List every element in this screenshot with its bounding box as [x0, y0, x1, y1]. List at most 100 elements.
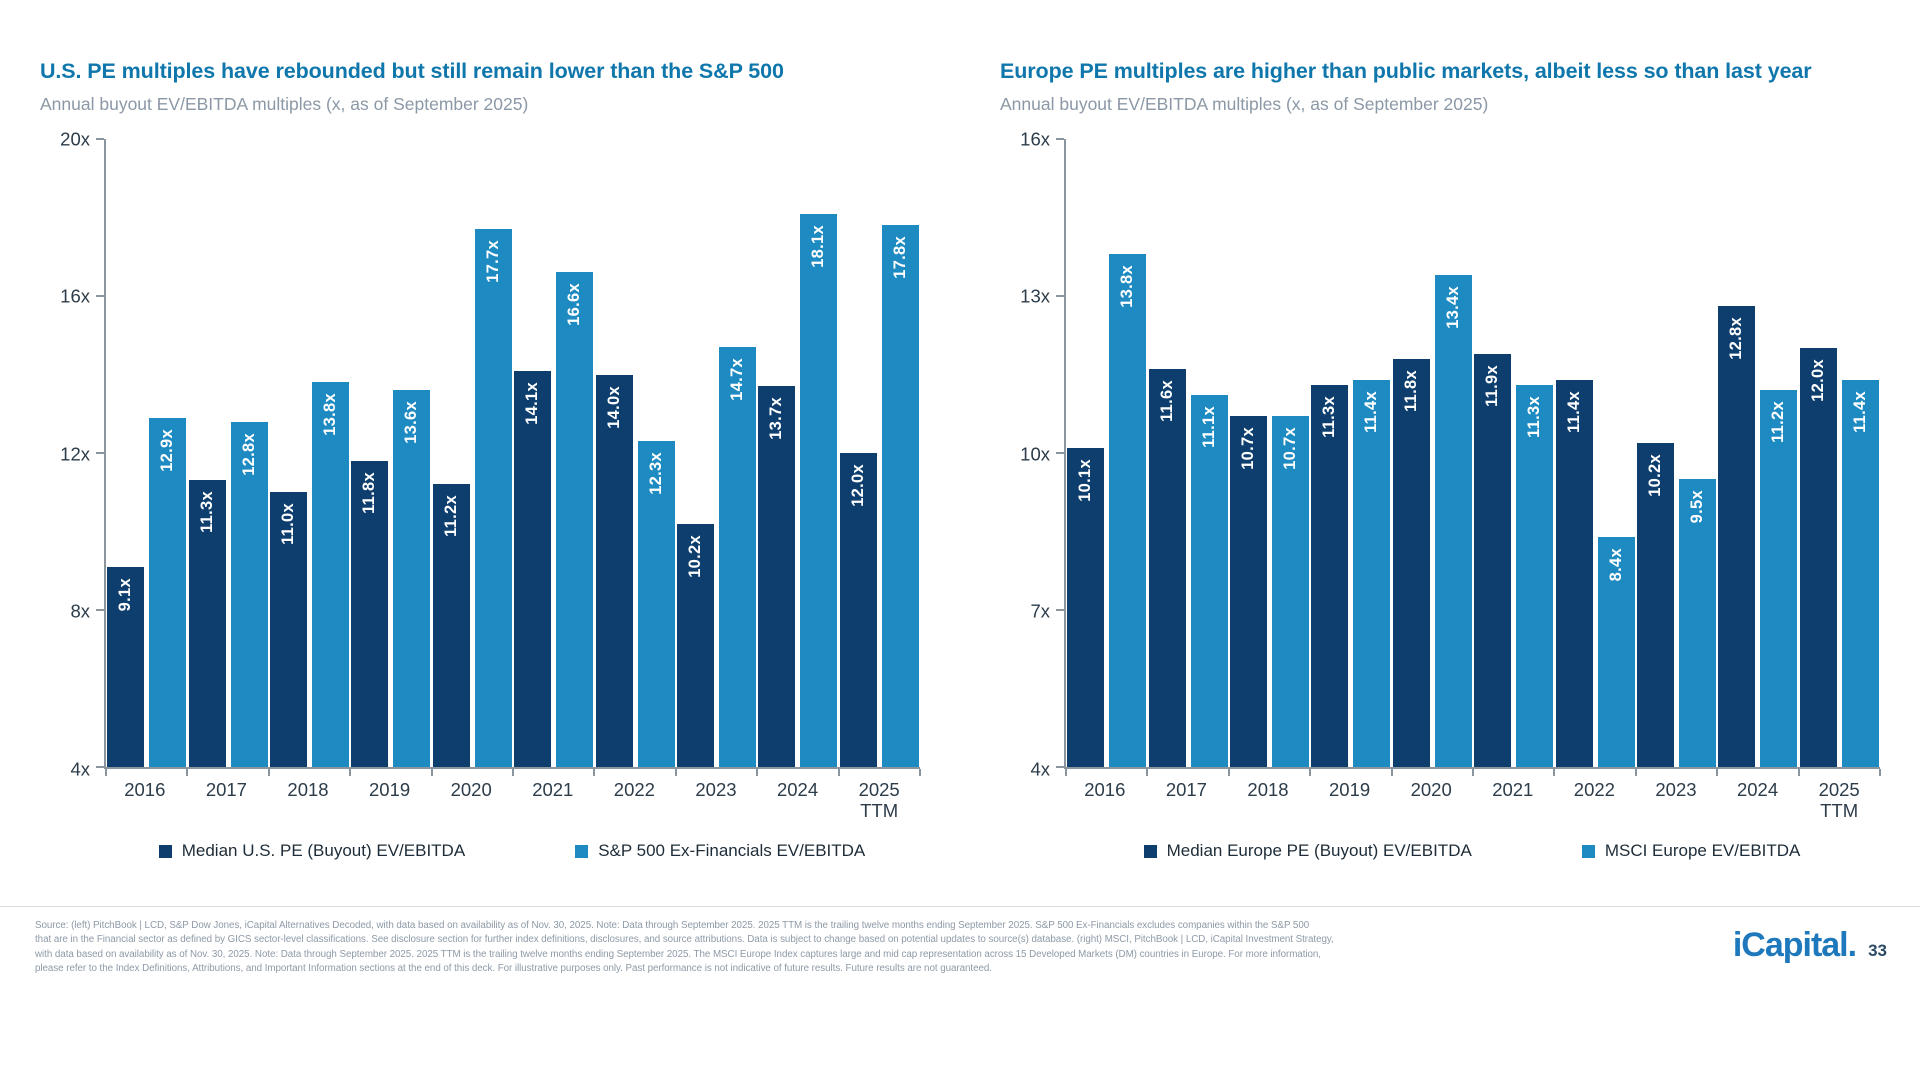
series1-bar: 10.2x — [1637, 442, 1675, 767]
x-axis-category-label: 2024 — [1736, 779, 1779, 800]
legend-entry: Median Europe PE (Buyout) EV/EBITDA — [1143, 841, 1472, 861]
bar-value-label: 13.8x — [321, 393, 340, 437]
bar-value-label: 11.4x — [1362, 390, 1381, 433]
bar-group: 11.8x 13.4x — [1392, 139, 1473, 767]
x-axis-category-label: 2019 — [1329, 779, 1371, 800]
bar-value-label: 13.4x — [1443, 286, 1462, 329]
source-note-line: please refer to the Index Definitions, A… — [35, 963, 992, 975]
series2-bar: 11.3x — [1516, 384, 1554, 767]
bar-value-label: 10.2x — [686, 534, 705, 578]
x-tick-mark — [267, 769, 270, 776]
bar-value-label: 17.7x — [483, 240, 502, 284]
x-tick-mark — [837, 769, 840, 776]
series2-bar: 13.4x — [1434, 275, 1472, 767]
series2-bar: 13.8x — [1109, 254, 1147, 767]
bar-value-label: 14.0x — [604, 385, 623, 429]
bar-value-label: 12.0x — [1808, 359, 1827, 403]
icapital-logo: iCapital. — [1732, 926, 1857, 964]
x-axis-category-label: 2021 — [532, 779, 574, 800]
series2-bar: 16.6x — [556, 272, 594, 767]
x-axis-labels: 2016 2017 2018 2019 2020 2021 2022 2023 2024 2025… — [104, 779, 920, 821]
x-tick-mark — [430, 769, 433, 776]
bar-value-label: 17.8x — [890, 236, 909, 280]
x-tick-mark — [1065, 769, 1067, 776]
legend-swatch-icon — [1581, 844, 1595, 858]
x-axis-category-label: 2022 — [1573, 779, 1615, 800]
x-axis-labels: 2016 2017 2018 2019 2020 2021 2022 2023 2024 2025… — [1064, 779, 1880, 821]
x-tick-mark — [512, 769, 514, 776]
plot-area: 10.1x 13.8x 11.6x 11.1x 10.7x 10.7x 11.3x 11.4x… — [1056, 138, 1881, 776]
bar-value-label: 11.2x — [1769, 401, 1788, 444]
x-axis-category-label: 2023 — [1655, 779, 1697, 800]
legend: Median U.S. PE (Buyout) EV/EBITDA S&P 500… — [104, 841, 920, 861]
bar-group: 11.8x 13.6x — [350, 139, 431, 767]
y-tick-label: 13x — [1020, 285, 1050, 307]
bar-value-label: 11.1x — [1199, 406, 1218, 449]
x-tick-mark — [919, 769, 921, 776]
x-tick-mark — [1146, 769, 1149, 776]
legend-entry: Median U.S. PE (Buyout) EV/EBITDA — [158, 841, 466, 861]
series1-bar: 11.6x — [1148, 369, 1186, 767]
x-axis-category-label: 2020 — [1410, 779, 1452, 800]
series2-bar: 11.4x — [1353, 379, 1391, 767]
series2-bar: 13.6x — [393, 390, 431, 767]
x-axis-category-label: 2022 — [613, 779, 655, 800]
bar-group: 11.3x 11.4x — [1310, 139, 1391, 767]
series1-bar: 10.7x — [1230, 416, 1268, 767]
series1-bar: 10.1x — [1067, 447, 1105, 767]
x-axis-category-label: 2021 — [1492, 779, 1534, 800]
legend-label: S&P 500 Ex-Financials EV/EBITDA — [598, 841, 866, 860]
series1-bar: 14.1x — [514, 370, 552, 767]
series2-bar: 17.7x — [474, 229, 512, 767]
bar-group: 12.0x 17.8x — [839, 139, 920, 767]
bar-group: 10.1x 13.8x — [1066, 139, 1147, 767]
bar-value-label: 18.1x — [809, 224, 828, 268]
x-tick-mark — [1390, 769, 1393, 776]
legend-swatch-icon — [158, 844, 172, 858]
x-tick-mark — [1797, 769, 1800, 776]
legend-swatch-icon — [575, 844, 589, 858]
y-tick-mark — [1056, 138, 1064, 140]
plot-area: 9.1x 12.9x 11.3x 12.8x 11.0x 13.8x 11.8x 13.6x 1… — [96, 138, 921, 776]
series1-bar: 10.2x — [677, 523, 715, 767]
bar-group: 14.1x 16.6x — [513, 139, 594, 767]
series2-bar: 17.8x — [881, 225, 919, 767]
y-tick-mark — [96, 766, 104, 768]
bar-value-label: 10.7x — [1281, 427, 1300, 471]
y-tick-label: 8x — [70, 600, 90, 622]
bar-value-label: 11.8x — [1401, 369, 1420, 412]
x-axis-category-label: 2025 TTM — [858, 779, 900, 821]
chart-body: 20x 16x 12x 8x 4x 9.1x 12.9x 11.3x 12.8x 11.0x 13… — [40, 129, 921, 777]
x-axis-category-label: 2017 — [1165, 779, 1207, 800]
bar-value-label: 8.4x — [1606, 547, 1625, 582]
europe-pe-chart-panel: Europe PE multiples are higher than publ… — [1000, 58, 1881, 861]
bar-value-label: 12.8x — [239, 432, 258, 476]
bar-group: 10.7x 10.7x — [1229, 139, 1310, 767]
chart-body: 16x 13x 10x 7x 4x 10.1x 13.8x 11.6x 11.1x 10.7x 1… — [1000, 129, 1881, 777]
y-tick-label: 20x — [60, 127, 90, 149]
series2-bar: 12.8x — [230, 421, 268, 767]
footer-divider — [0, 906, 1920, 907]
series1-bar: 11.8x — [1392, 358, 1430, 767]
bar-value-label: 11.4x — [1850, 390, 1869, 433]
bar-value-label: 12.3x — [646, 452, 665, 496]
y-axis: 16x 13x 10x 7x 4x — [1000, 129, 1064, 777]
series2-bar: 10.7x — [1272, 416, 1310, 767]
series1-bar: 14.0x — [595, 374, 633, 767]
y-tick-label: 12x — [60, 442, 90, 464]
x-axis-category-label: 2020 — [450, 779, 492, 800]
series1-bar: 11.8x — [351, 460, 389, 767]
bar-value-label: 11.9x — [1483, 364, 1502, 407]
x-axis-category-label: 2025 TTM — [1818, 779, 1860, 821]
x-tick-mark — [1553, 769, 1556, 776]
series1-bar: 11.4x — [1555, 379, 1593, 767]
bar-group: 12.8x 11.2x — [1717, 139, 1798, 767]
us-pe-chart-panel: U.S. PE multiples have rebounded but sti… — [40, 58, 921, 861]
series1-bar: 11.9x — [1474, 353, 1512, 767]
bar-value-label: 14.1x — [523, 381, 542, 425]
bar-value-label: 11.2x — [441, 495, 460, 538]
series2-bar: 18.1x — [800, 213, 838, 767]
source-note-line: that are in the Financial sector as defi… — [35, 934, 1334, 946]
source-note-line: Source: (left) PitchBook | LCD, S&P Dow … — [35, 920, 1310, 931]
legend-label: Median U.S. PE (Buyout) EV/EBITDA — [181, 841, 466, 860]
